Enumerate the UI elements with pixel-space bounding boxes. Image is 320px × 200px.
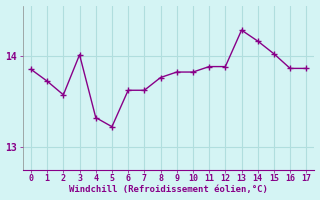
X-axis label: Windchill (Refroidissement éolien,°C): Windchill (Refroidissement éolien,°C) — [69, 185, 268, 194]
